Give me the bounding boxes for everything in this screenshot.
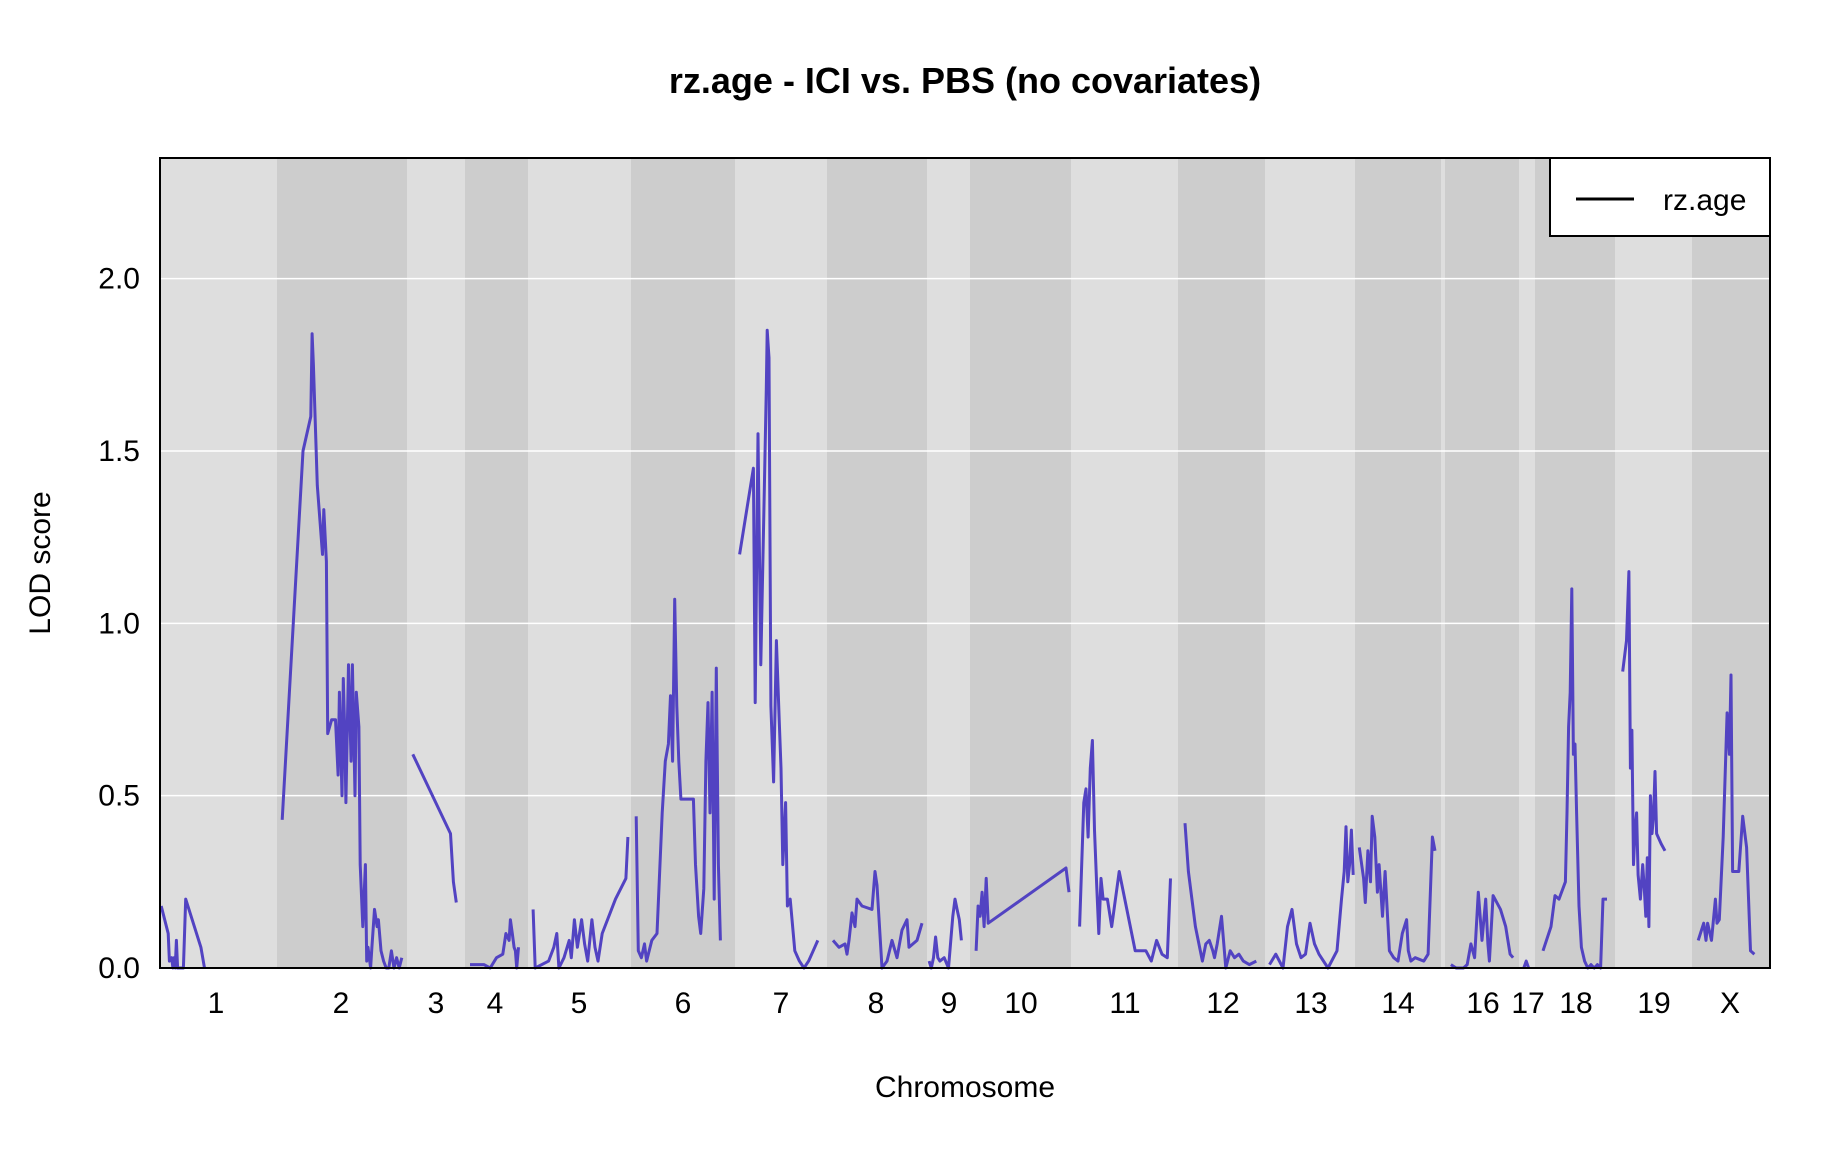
x-tick-label: 10 bbox=[1004, 987, 1037, 1020]
lod-series bbox=[159, 328, 1756, 970]
lod-line-chr-12 bbox=[1183, 823, 1257, 970]
y-axis: 0.0 0.5 1.0 1.5 2.0 bbox=[98, 263, 140, 985]
plot-frame bbox=[159, 157, 1771, 969]
x-tick-label: X bbox=[1720, 987, 1740, 1020]
chromosome-band-13 bbox=[1265, 158, 1355, 968]
x-tick-label: 4 bbox=[487, 987, 504, 1020]
x-tick-label: 8 bbox=[868, 987, 885, 1020]
chromosome-band-2 bbox=[277, 158, 407, 968]
x-tick-label: 13 bbox=[1294, 987, 1327, 1020]
lod-line-chr-8 bbox=[831, 870, 924, 970]
y-axis-label: LOD score bbox=[24, 491, 57, 634]
lod-line-chr-9 bbox=[927, 897, 963, 970]
x-tick-label: 19 bbox=[1637, 987, 1670, 1020]
lod-line-chr-17 bbox=[1522, 959, 1531, 969]
lod-line-chr-2 bbox=[280, 332, 404, 970]
chromosome-band-8 bbox=[827, 158, 927, 968]
x-tick-label: 3 bbox=[428, 987, 445, 1020]
x-tick-label: 14 bbox=[1381, 987, 1414, 1020]
x-tick-label: 16 bbox=[1466, 987, 1499, 1020]
x-tick-label: 5 bbox=[571, 987, 588, 1020]
lod-line-chr-x bbox=[1696, 673, 1756, 956]
lod-line-chr-16 bbox=[1450, 890, 1515, 970]
y-tick-label: 2.0 bbox=[98, 263, 140, 296]
chart-title: rz.age - ICI vs. PBS (no covariates) bbox=[669, 60, 1261, 101]
x-tick-label: 1 bbox=[208, 987, 225, 1020]
x-tick-label: 7 bbox=[773, 987, 790, 1020]
chromosome-band-14 bbox=[1355, 158, 1441, 968]
x-tick-label: 2 bbox=[333, 987, 350, 1020]
lod-line-chr-10 bbox=[974, 866, 1071, 951]
lod-line-chr-19 bbox=[1621, 570, 1667, 929]
lod-line-chr-14 bbox=[1357, 814, 1437, 963]
x-tick-label: 17 bbox=[1511, 987, 1544, 1020]
legend: rz.age bbox=[1549, 157, 1771, 237]
x-tick-label: 11 bbox=[1109, 987, 1140, 1020]
chromosome-band-18 bbox=[1535, 158, 1615, 968]
y-tick-label: 0.0 bbox=[98, 952, 140, 985]
lod-line-chr-7 bbox=[738, 328, 820, 970]
lod-line-chr-3 bbox=[411, 753, 458, 903]
x-tick-label: 18 bbox=[1559, 987, 1592, 1020]
gridlines bbox=[160, 277, 1770, 797]
legend-box bbox=[1549, 157, 1771, 237]
chromosome-band-19 bbox=[1615, 158, 1692, 968]
chromosome-band-10 bbox=[970, 158, 1071, 968]
chromosome-band-17 bbox=[1519, 158, 1535, 968]
y-tick-label: 1.0 bbox=[98, 607, 140, 640]
chromosome-band-11 bbox=[1071, 158, 1178, 968]
chromosome-band-12 bbox=[1178, 158, 1265, 968]
x-tick-label: 12 bbox=[1206, 987, 1239, 1020]
chromosome-band-9 bbox=[927, 158, 970, 968]
y-tick-label: 0.5 bbox=[98, 780, 140, 813]
chromosome-band-3 bbox=[407, 158, 465, 968]
chromosome-band-4 bbox=[465, 158, 528, 968]
chromosome-band-1 bbox=[160, 158, 277, 968]
chromosome-band-5 bbox=[528, 158, 631, 968]
y-tick-label: 1.5 bbox=[98, 435, 140, 468]
x-axis: 1 2 3 4 5 6 7 8 9 10 11 12 13 14 16 17 18 19 X bbox=[208, 987, 1740, 1020]
lod-line-chr-5 bbox=[531, 836, 630, 970]
chromosome-band-15 bbox=[1441, 158, 1445, 968]
lod-line-chr-6 bbox=[634, 597, 722, 963]
legend-entry: rz.age bbox=[1663, 184, 1746, 217]
chromosome-band-16 bbox=[1445, 158, 1519, 968]
lod-line-chr-13 bbox=[1268, 825, 1355, 970]
lod-line-chr-11 bbox=[1078, 739, 1172, 963]
lod-line-chr-18 bbox=[1541, 587, 1607, 970]
x-axis-label: Chromosome bbox=[875, 1071, 1055, 1104]
x-tick-label: 9 bbox=[941, 987, 958, 1020]
chromosome-bands bbox=[160, 158, 1770, 968]
x-tick-label: 6 bbox=[675, 987, 692, 1020]
